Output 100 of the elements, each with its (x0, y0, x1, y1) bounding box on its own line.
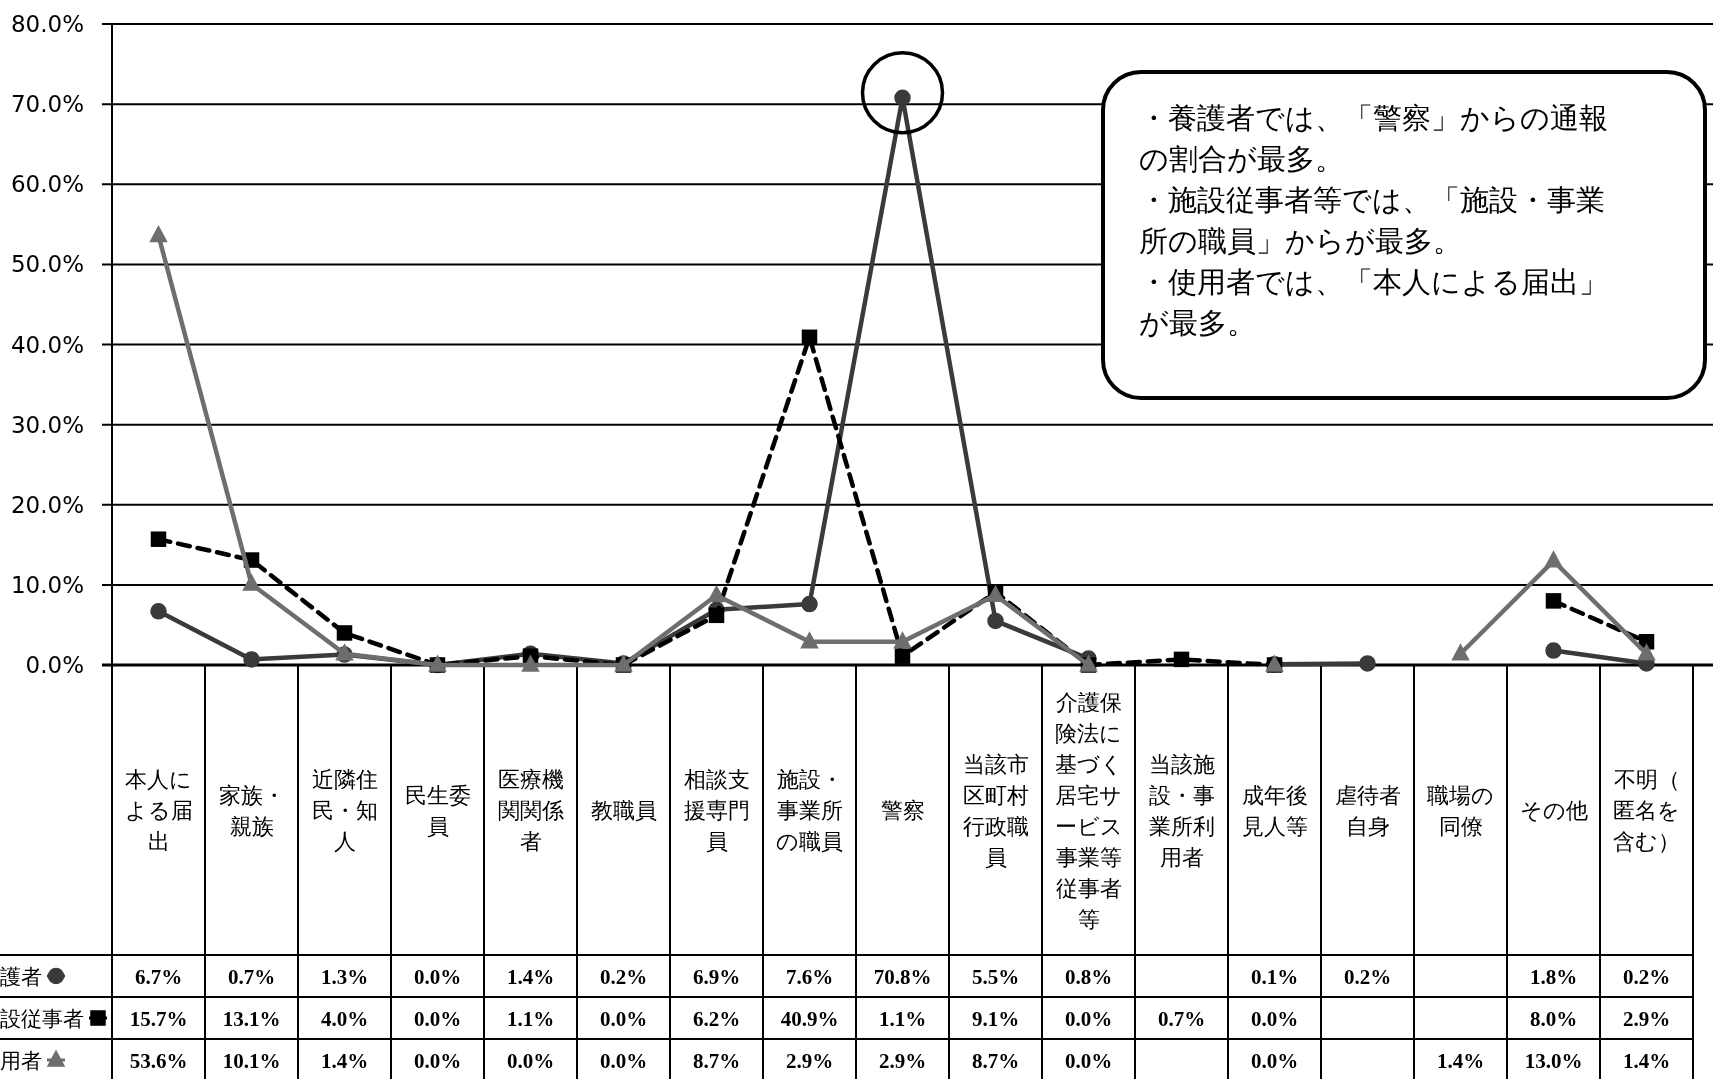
data-label: 0.7% (1157, 1007, 1206, 1031)
x-tick-label: 家族・親族 (218, 782, 285, 839)
x-tick-label: 施設・事業所の職員 (776, 767, 843, 854)
y-tick-label: 80.0% (10, 11, 84, 37)
y-tick-label: 30.0% (10, 411, 84, 438)
point (708, 607, 725, 624)
data-label: 1.8% (1529, 965, 1578, 989)
point (521, 655, 540, 672)
y-tick-label: 60.0% (10, 171, 84, 198)
data-label: 7.6% (785, 965, 834, 989)
x-tick-label: 警察 (880, 798, 925, 823)
point (150, 531, 167, 547)
x-tick-label: 教職員 (590, 798, 657, 823)
x-tick-label: 当該施 設・事 業所利 用者 (1148, 751, 1215, 870)
data-label: 0.0% (1064, 1007, 1113, 1031)
data-label: 0.8% (1064, 965, 1113, 989)
data-label: 6.7% (134, 965, 183, 989)
data-label: 70.8% (873, 965, 932, 989)
data-label: 1.1% (878, 1007, 927, 1031)
data-label: 0.1% (1250, 965, 1299, 989)
point (1359, 655, 1376, 672)
x-tick-label: 介護保険法に基づく居宅サービス事業等従事者等 (1054, 689, 1123, 932)
y-tick-label: 70.0% (10, 91, 84, 118)
x-tick-label: 本人による届出 (124, 767, 193, 854)
data-label: 1.1% (506, 1007, 555, 1031)
annotation: ・使用者では、「本人による届出」が最多。 (1139, 265, 1608, 340)
point (1544, 551, 1563, 568)
x-tick-label: 近隣住民・知人 (311, 767, 378, 854)
data-label: 8.7% (971, 1049, 1020, 1073)
data-label: 40.9% (780, 1007, 839, 1031)
legend-label: 護者 (0, 965, 42, 989)
data-label: 0.2% (1622, 965, 1671, 989)
data-label: 0.0% (506, 1049, 555, 1073)
data-label: 1.4% (506, 965, 555, 989)
point (149, 225, 168, 243)
data-label: 2.9% (785, 1049, 834, 1073)
point (894, 648, 911, 664)
x-tick-label: 当該市区町村行政職員 (962, 751, 1029, 870)
x-tick-label: 不明（匿名を含む） (1613, 767, 1680, 854)
data-label: 0.2% (599, 965, 648, 989)
point (894, 89, 911, 106)
data-label: 0.0% (599, 1007, 648, 1031)
data-label: 8.7% (692, 1049, 741, 1073)
data-label: 1.4% (1622, 1049, 1671, 1073)
data-label: 1.4% (320, 1049, 369, 1073)
point (801, 595, 818, 613)
annotation: ・施設従事者等では、「施設・事業所の職員」からが最多。 (1139, 183, 1605, 258)
point (1173, 651, 1190, 668)
x-tick-label: 成年後見人等 (1241, 782, 1308, 839)
data-label: 0.0% (599, 1049, 648, 1073)
x-tick-label: 職場の同僚 (1427, 782, 1494, 839)
data-label: 0.0% (413, 1007, 462, 1031)
x-tick-label: 相談支援専門員 (683, 767, 750, 854)
data-label: 10.1% (222, 1049, 281, 1073)
data-label: 2.9% (1622, 1007, 1671, 1031)
data-label: 0.0% (413, 965, 462, 989)
point (1545, 642, 1562, 659)
data-label: 0.0% (1250, 1007, 1299, 1031)
point (707, 585, 726, 603)
data-label: 53.6% (129, 1049, 188, 1073)
x-tick-label: 民生委員 (404, 782, 471, 839)
data-label: 5.5% (971, 965, 1020, 989)
point (1545, 593, 1562, 609)
point (1637, 644, 1656, 661)
data-label: 6.9% (692, 965, 741, 989)
point (336, 625, 353, 641)
data-label: 13.1% (222, 1007, 281, 1031)
point (801, 329, 818, 346)
y-tick-label: 40.0% (10, 331, 84, 358)
point (893, 632, 912, 649)
data-label: 4.0% (320, 1007, 369, 1031)
data-label: 15.7% (129, 1007, 188, 1031)
data-label: 1.3% (320, 965, 369, 989)
data-label: 0.7% (227, 965, 276, 989)
legend-label: 設従事者 (0, 1007, 84, 1031)
data-label: 13.0% (1524, 1049, 1583, 1073)
data-label: 0.0% (1064, 1049, 1113, 1073)
x-tick-label: 虐待者自身 (1334, 782, 1401, 839)
legend-label: 用者 (0, 1049, 42, 1073)
data-label: 2.9% (878, 1049, 927, 1073)
point (987, 612, 1004, 630)
point (242, 574, 261, 591)
data-label: 1.4% (1436, 1049, 1485, 1073)
point (800, 632, 819, 649)
y-tick-label: 20.0% (10, 491, 84, 518)
x-tick-label: 医療機関関係者 (497, 767, 564, 854)
y-tick-label: 10.0% (10, 571, 84, 598)
data-label: 9.1% (971, 1007, 1020, 1031)
data-label: 8.0% (1529, 1007, 1578, 1031)
x-tick-label: その他 (1519, 798, 1588, 823)
point (243, 651, 260, 668)
data-label: 0.0% (413, 1049, 462, 1073)
y-tick-label: 0.0% (25, 652, 84, 678)
annotation: ・養護者では、「警察」からの通報の割合が最多。 (1139, 101, 1608, 176)
y-tick-label: 50.0% (10, 251, 84, 278)
point (1451, 644, 1470, 661)
data-label: 0.2% (1343, 965, 1392, 989)
point (150, 603, 167, 620)
data-label: 6.2% (692, 1007, 741, 1031)
data-label: 0.0% (1250, 1049, 1299, 1073)
